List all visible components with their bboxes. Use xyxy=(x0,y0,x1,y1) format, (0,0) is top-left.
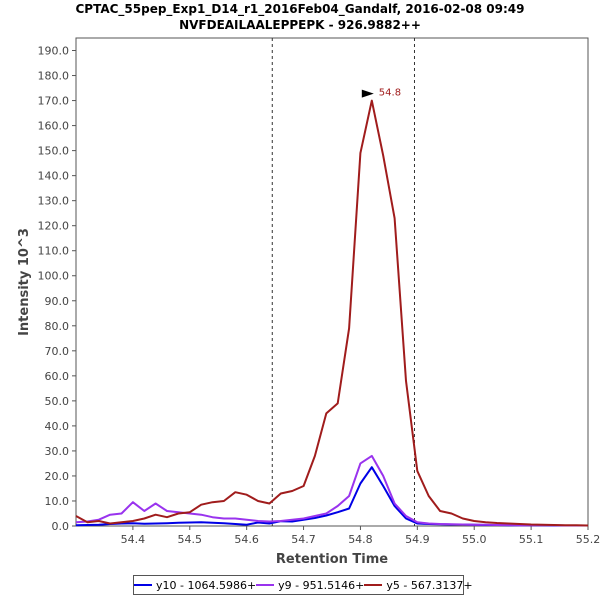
x-axis: 54.4 54.5 54.6 54.7 54.8 54.9 55.0 55.1 55.2 xyxy=(121,526,600,546)
legend-swatch xyxy=(256,584,275,586)
x-tick-label: 54.5 xyxy=(178,533,203,546)
y-tick-label: 110.0 xyxy=(38,245,70,258)
chart-subtitle: NVFDEAILAALEPPEPK - 926.9882++ xyxy=(179,18,421,32)
x-tick-label: 54.4 xyxy=(121,533,146,546)
y-tick-label: 20.0 xyxy=(45,470,70,483)
y-tick-label: 90.0 xyxy=(45,295,70,308)
y-tick-label: 160.0 xyxy=(38,120,70,133)
y-tick-label: 0.0 xyxy=(52,520,70,533)
x-tick-label: 54.8 xyxy=(348,533,373,546)
legend-item: y10 - 1064.5986+ xyxy=(134,579,256,592)
legend-label: y5 - 567.3137+ xyxy=(386,578,473,592)
y-tick-label: 50.0 xyxy=(45,395,70,408)
y-axis: 0.0 10.0 20.0 30.0 40.0 50.0 60.0 70.0 80.0 90.0 1… xyxy=(38,45,76,533)
series-line-y5 xyxy=(75,99,589,527)
x-tick-label: 55.2 xyxy=(576,533,600,546)
y-tick-label: 30.0 xyxy=(45,445,70,458)
y-tick-label: 80.0 xyxy=(45,320,70,333)
y-tick-label: 120.0 xyxy=(38,220,70,233)
y-tick-label: 40.0 xyxy=(45,420,70,433)
legend: y10 - 1064.5986+ y9 - 951.5146+ y5 - 567.3… xyxy=(133,575,473,595)
series-group xyxy=(75,99,589,527)
peak-label: 54.8 xyxy=(379,88,401,99)
legend-item: y9 - 951.5146+ xyxy=(256,579,364,592)
y-axis-label: Intensity 10^3 xyxy=(17,228,32,336)
legend-label: y9 - 951.5146+ xyxy=(278,578,365,592)
peak-annotation-group: 54.8 xyxy=(361,88,401,99)
y-tick-label: 10.0 xyxy=(45,495,70,508)
y-tick-label: 150.0 xyxy=(38,145,70,158)
legend-item: y5 - 567.3137+ xyxy=(364,578,473,592)
y-tick-label: 60.0 xyxy=(45,370,70,383)
x-tick-label: 54.7 xyxy=(291,533,316,546)
y-tick-label: 180.0 xyxy=(38,70,70,83)
x-tick-label: 55.0 xyxy=(462,533,487,546)
x-tick-label: 54.9 xyxy=(405,533,430,546)
y-tick-label: 140.0 xyxy=(38,170,70,183)
legend-swatch xyxy=(134,584,152,586)
legend-swatch xyxy=(364,584,383,586)
x-tick-label: 54.6 xyxy=(234,533,259,546)
plot-area xyxy=(75,37,589,527)
y-tick-label: 130.0 xyxy=(38,195,70,208)
y-tick-label: 70.0 xyxy=(45,345,70,358)
peak-marker-icon xyxy=(361,89,374,98)
x-axis-label: Retention Time xyxy=(276,552,388,567)
y-tick-label: 170.0 xyxy=(38,95,70,108)
y-tick-label: 190.0 xyxy=(38,45,70,58)
series-line-y9 xyxy=(75,454,588,527)
y-tick-label: 100.0 xyxy=(38,270,70,283)
chart-title: CPTAC_55pep_Exp1_D14_r1_2016Feb04_Gandal… xyxy=(75,2,525,16)
x-tick-label: 55.1 xyxy=(519,533,544,546)
legend-label: y10 - 1064.5986+ xyxy=(156,578,257,592)
